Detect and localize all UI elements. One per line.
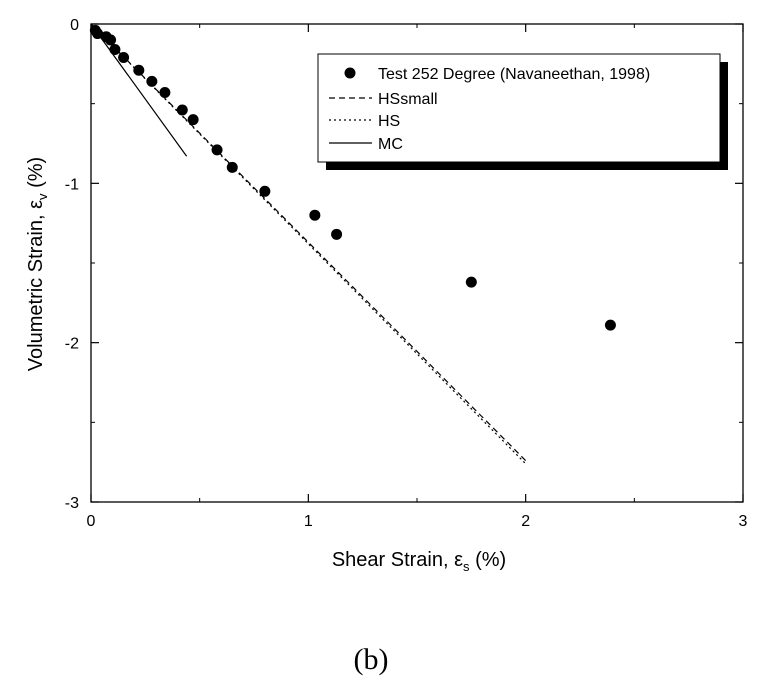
series-layer xyxy=(89,23,616,465)
data-point xyxy=(146,75,158,87)
x-tick-label: 2 xyxy=(521,513,530,530)
data-point xyxy=(309,209,321,221)
y-tick-label: -1 xyxy=(65,176,79,193)
legend-label-test: Test 252 Degree (Navaneethan, 1998) xyxy=(378,66,650,83)
y-axis-title: Volumetric Strain, εv (%) xyxy=(25,157,50,371)
data-point xyxy=(105,34,117,46)
series-line-mc xyxy=(90,23,188,157)
data-point xyxy=(159,87,171,99)
x-tick-label: 3 xyxy=(739,513,748,530)
ticks-layer: 0 1 2 3 0 -1 -2 -3 xyxy=(65,17,748,530)
svg-text:Shear Strain, εs (%): Shear Strain, εs (%) xyxy=(332,549,506,574)
series-line-hs xyxy=(90,23,527,465)
data-point xyxy=(604,319,616,331)
x-axis-title-unit: (%) xyxy=(470,549,507,571)
data-point xyxy=(133,64,145,76)
data-point xyxy=(259,185,271,197)
y-tick-label: 0 xyxy=(70,17,79,34)
legend-label-hs: HS xyxy=(378,113,400,130)
legend-marker-test xyxy=(344,67,356,79)
y-tick-label: -3 xyxy=(65,495,79,512)
y-axis-title-main: Volumetric Strain, ε xyxy=(25,200,47,371)
legend-label-mc: MC xyxy=(378,136,403,153)
data-point xyxy=(465,276,477,288)
x-axis-title-main: Shear Strain, ε xyxy=(332,549,463,571)
data-point xyxy=(187,114,199,126)
y-axis-title-subscript: v xyxy=(35,193,50,200)
y-tick-label: -2 xyxy=(65,336,79,353)
series-line-hssmall xyxy=(90,23,527,461)
x-tick-label: 1 xyxy=(304,513,313,530)
x-axis-title-subscript: s xyxy=(463,559,470,574)
legend-box xyxy=(317,53,721,163)
svg-text:Volumetric Strain, εv (%): Volumetric Strain, εv (%) xyxy=(25,157,50,371)
x-tick-label: 0 xyxy=(87,513,96,530)
data-point xyxy=(176,104,188,116)
data-point xyxy=(331,228,343,240)
legend-label-hssmall: HSsmall xyxy=(378,91,438,108)
data-point xyxy=(109,43,121,55)
y-axis-title-unit: (%) xyxy=(25,157,47,194)
legend: Test 252 Degree (Navaneethan, 1998) HSsm… xyxy=(317,53,728,170)
figure-caption: (b) xyxy=(354,643,389,676)
x-axis-title: Shear Strain, εs (%) xyxy=(332,549,506,574)
